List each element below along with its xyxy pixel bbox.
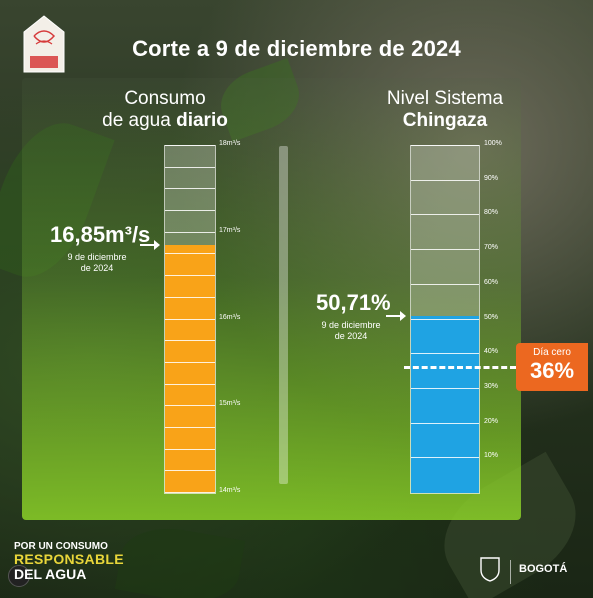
tick-label: 50% <box>484 313 499 321</box>
grid-line <box>411 145 479 146</box>
grid-line <box>165 318 215 320</box>
consumption-value-label: 16,85m³/s <box>50 222 151 247</box>
grid-line <box>165 405 215 407</box>
tick-label: 40% <box>484 348 499 356</box>
grid-line <box>165 253 215 255</box>
grid-line <box>411 422 479 424</box>
slogan-line-3: DEL AGUA <box>14 566 87 582</box>
instagram-avatar-icon <box>8 565 30 587</box>
tick-label: 20% <box>484 417 499 425</box>
grid-line <box>165 426 215 428</box>
grid-line <box>165 470 215 472</box>
tick-label: 17m³/s <box>219 226 241 234</box>
reservoir-date-label: 9 de diciembre de 2024 <box>321 320 381 341</box>
background-leaf <box>114 520 246 598</box>
grid-line <box>165 340 215 342</box>
tick-label: 30% <box>484 382 499 390</box>
right-heading: Nivel Sistema Chingaza <box>386 88 504 131</box>
reservoir-bar <box>411 316 479 493</box>
page-title: Corte a 9 de diciembre de 2024 <box>132 36 461 61</box>
grid-line <box>165 231 215 233</box>
tick-label: 18m³/s <box>219 140 241 147</box>
grid-line <box>165 383 215 385</box>
grid-line <box>411 179 479 181</box>
grid-line <box>411 214 479 216</box>
left-heading: Consumo de agua diario <box>102 88 228 131</box>
tick-label: 100% <box>484 140 502 147</box>
footer-brand: BOGOTÁ <box>519 563 568 575</box>
threshold-line <box>404 366 516 370</box>
grid-line <box>165 448 215 450</box>
grid-line <box>165 145 215 146</box>
grid-line <box>165 275 215 277</box>
tick-label: 16m³/s <box>219 313 241 321</box>
grid-line <box>165 492 215 493</box>
tick-label: 70% <box>484 244 499 252</box>
slogan-line-1: POR UN CONSUMO <box>14 541 108 552</box>
tick-label: 90% <box>484 174 499 182</box>
grid-line <box>411 353 479 355</box>
grid-line <box>411 283 479 285</box>
grid-line <box>411 318 479 320</box>
grid-line <box>165 166 215 168</box>
divider <box>279 146 288 484</box>
grid-line <box>165 296 215 298</box>
consumption-bar <box>165 244 215 493</box>
footer-separator <box>510 560 511 584</box>
city-crest-icon <box>480 557 500 582</box>
grid-line <box>165 210 215 212</box>
grid-line <box>165 361 215 363</box>
grid-line <box>411 249 479 251</box>
tick-label: 10% <box>484 452 499 460</box>
tick-label: 60% <box>484 278 499 286</box>
slogan-line-2: RESPONSABLE <box>14 551 124 567</box>
tick-label: 14m³/s <box>219 487 241 494</box>
tick-label: 80% <box>484 209 499 217</box>
pointer-arrow-icon <box>386 311 406 322</box>
tick-label: 15m³/s <box>219 400 241 408</box>
consumption-date-label: 9 de diciembre de 2024 <box>67 252 127 273</box>
grid-line <box>411 387 479 389</box>
threshold-badge: Día cero 36% <box>516 343 588 392</box>
pointer-arrow-icon <box>140 239 160 250</box>
grid-line <box>411 457 479 459</box>
reservoir-value-label: 50,71% <box>316 290 391 315</box>
grid-line <box>165 188 215 190</box>
house-logo-icon <box>23 15 65 73</box>
